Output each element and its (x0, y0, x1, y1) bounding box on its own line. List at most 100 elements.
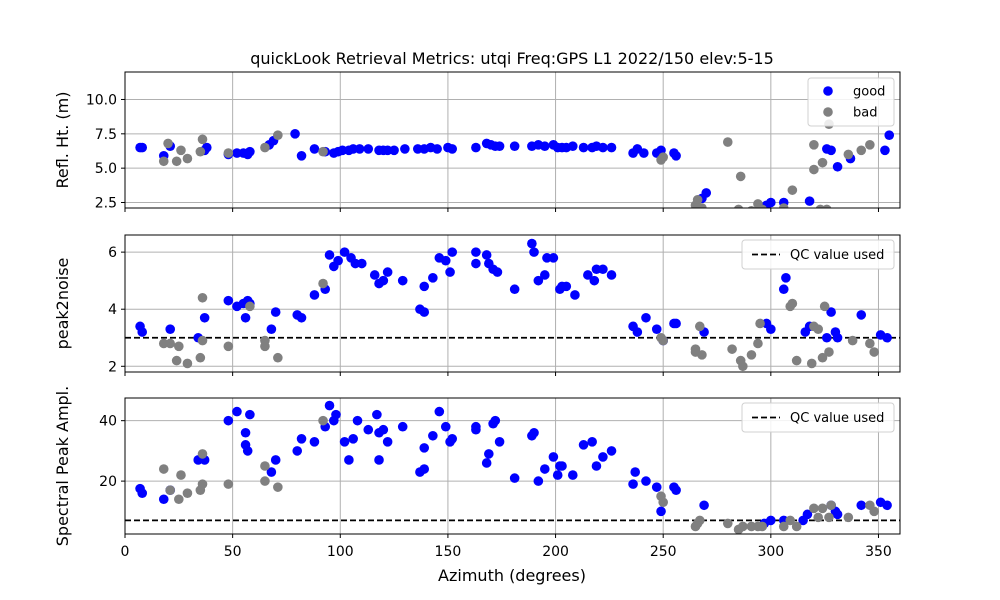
bad-point (757, 204, 767, 208)
good-point (822, 332, 832, 343)
bad-point (735, 171, 746, 182)
bad-point (757, 521, 768, 532)
good-point (223, 415, 234, 426)
good-point (832, 509, 843, 520)
good-point (671, 485, 681, 495)
good-point (232, 406, 242, 417)
good-point (561, 281, 572, 292)
good-point (766, 515, 776, 526)
bad-point (260, 476, 270, 486)
good-point (490, 415, 501, 426)
bad-point (824, 347, 834, 357)
bad-point (847, 335, 858, 346)
bad-point (245, 301, 255, 312)
bad-point (223, 479, 234, 489)
bad-point (869, 506, 879, 517)
good-point (880, 145, 890, 156)
bad-point (176, 470, 186, 480)
good-point (598, 452, 608, 462)
good-point (587, 437, 597, 447)
bad-point (813, 512, 823, 523)
good-point (266, 467, 277, 477)
bad-point (174, 494, 184, 505)
bad-point (197, 134, 208, 145)
legend-label-bad: bad (853, 106, 877, 121)
good-point (382, 437, 393, 447)
legend-box (741, 402, 895, 433)
good-point (529, 247, 539, 257)
bad-point (195, 352, 206, 363)
good-point (471, 247, 481, 257)
good-point (552, 470, 563, 480)
good-point (266, 324, 277, 334)
good-point (494, 141, 505, 151)
bad-point (273, 482, 283, 492)
good-point (766, 197, 776, 208)
good-point (539, 141, 550, 151)
points (135, 238, 892, 372)
good-point (832, 161, 843, 172)
good-point (701, 188, 712, 198)
good-point (578, 440, 589, 450)
good-point (324, 400, 335, 411)
good-point (445, 267, 455, 277)
bad-point (694, 321, 705, 332)
good-point (428, 430, 438, 441)
good-point (369, 270, 380, 280)
bad-point (791, 355, 802, 366)
points (135, 400, 892, 534)
y-tick-label: 40 (99, 414, 117, 430)
bad-point (822, 204, 832, 208)
good-point (527, 238, 537, 249)
good-point (557, 461, 567, 471)
bad-point (694, 515, 705, 526)
good-point (447, 247, 458, 257)
y-tick-label: 2.5 (95, 196, 117, 212)
good-point (766, 324, 776, 334)
ticks (121, 251, 879, 376)
legend-label-qc: QC value used (790, 248, 884, 263)
good-point (484, 449, 494, 459)
good-point (137, 142, 148, 153)
bad-point (158, 156, 169, 167)
good-point (137, 327, 148, 337)
bad-point (260, 461, 270, 471)
bad-point (738, 521, 748, 532)
bad-point (865, 140, 875, 150)
good-point (344, 455, 354, 465)
good-point (309, 437, 320, 447)
bad-point (658, 497, 668, 508)
bad-point (171, 355, 182, 366)
axes-frame (124, 397, 901, 535)
good-point (804, 196, 815, 206)
good-point (309, 290, 320, 300)
good-point (432, 144, 442, 154)
x-tick-label: 300 (757, 544, 784, 560)
good-point (137, 488, 148, 499)
bad-point (733, 204, 744, 208)
good-point (419, 307, 430, 317)
good-point (671, 318, 681, 329)
bad-point (809, 503, 819, 514)
good-point (832, 332, 843, 343)
good-point (656, 506, 666, 517)
bad-point (787, 298, 798, 309)
bad-point (176, 145, 186, 156)
good-point (509, 284, 520, 295)
good-point (591, 461, 602, 471)
good-point (494, 437, 505, 447)
y-tick-label: 4 (108, 302, 117, 318)
good-point (598, 142, 608, 153)
good-point (671, 150, 681, 161)
good-point (428, 273, 438, 283)
bad-point (817, 352, 828, 363)
bad-point (697, 203, 707, 208)
good-point (802, 509, 813, 520)
bad-point (809, 140, 819, 150)
good-point (354, 144, 365, 154)
good-point (270, 455, 281, 465)
bad-point (727, 344, 737, 354)
good-point (339, 247, 350, 257)
good-point (363, 144, 374, 154)
points (135, 119, 895, 208)
